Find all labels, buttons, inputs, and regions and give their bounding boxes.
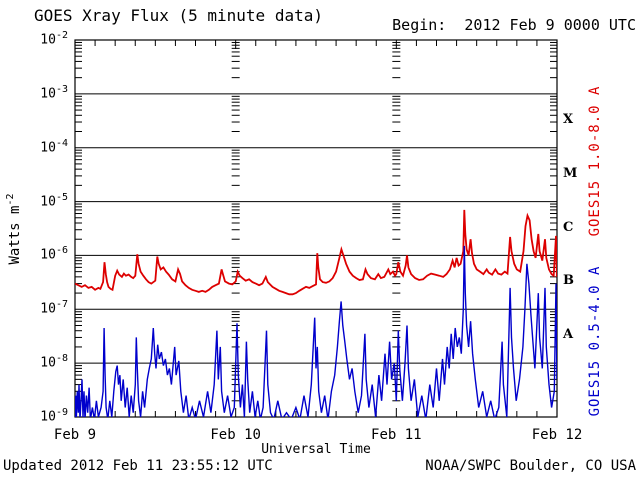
y-tick-label: 10-5 xyxy=(40,191,68,209)
y-tick-label: 10-6 xyxy=(40,245,68,263)
series-long-line xyxy=(75,209,557,296)
series-label-short-channel: GOES15 0.5-4.0 A xyxy=(587,265,603,417)
x-tick-label-feb9: Feb 9 xyxy=(53,427,97,443)
x-tick-label-feb12: Feb 12 xyxy=(531,427,583,443)
decade-gridlines xyxy=(75,93,557,364)
series-label-long-channel: GOES15 1.0-8.0 A xyxy=(587,85,603,237)
plot-frame xyxy=(74,39,558,418)
series-short-line xyxy=(75,245,557,417)
flare-class-letter-b: B xyxy=(563,273,574,289)
y-tick-label: 10-9 xyxy=(40,407,68,425)
chart-title: GOES Xray Flux (5 minute data) xyxy=(34,6,323,25)
y-tick-label: 10-3 xyxy=(40,83,68,102)
footer-source: NOAA/SWPC Boulder, CO USA xyxy=(425,458,636,474)
flare-class-letter-m: M xyxy=(563,165,578,181)
y-tick-label: 10-7 xyxy=(40,299,68,317)
flare-class-letter-c: C xyxy=(563,219,574,235)
x-axis-label: Universal Time xyxy=(261,442,371,457)
x-tick-label-feb10: Feb 10 xyxy=(210,427,261,443)
y-axis-label: Watts m-2 xyxy=(5,193,23,265)
y-tick-label: 10-4 xyxy=(40,137,68,156)
flare-class-letter-x: X xyxy=(563,111,574,127)
y-tick-label: 10-2 xyxy=(40,30,68,48)
footer-updated: Updated 2012 Feb 11 23:55:12 UTC xyxy=(3,458,273,474)
begin-timestamp: Begin: 2012 Feb 9 0000 UTC xyxy=(392,16,636,34)
y-tick-label: 10-8 xyxy=(40,353,68,371)
flare-class-letter-a: A xyxy=(563,327,574,343)
x-tick-label-feb11: Feb 11 xyxy=(371,427,422,443)
